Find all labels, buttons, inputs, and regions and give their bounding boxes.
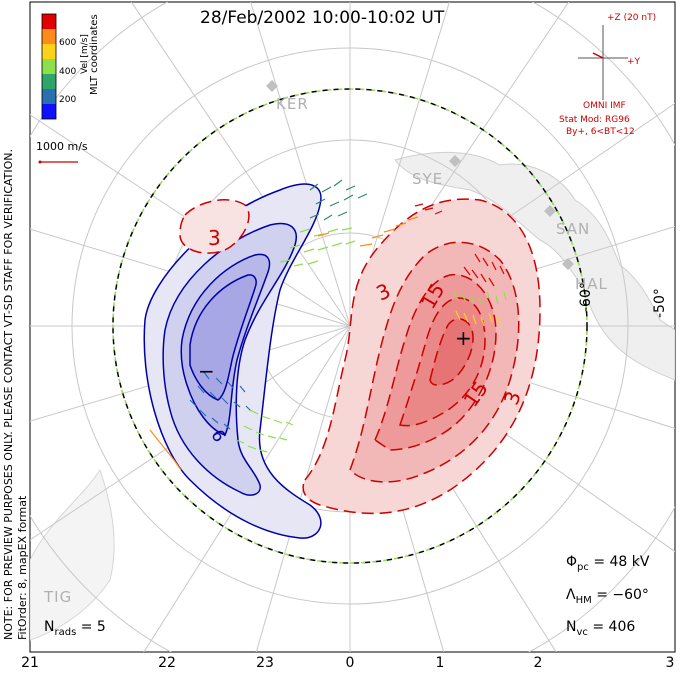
hm-boundary-fit [112,88,588,564]
coastline-west [30,468,115,641]
coordinates-label: MLT coordinates [89,14,100,95]
mlt-tick: 1 [435,655,445,671]
potential-max-marker: + [455,326,472,350]
hm-latitude: ΛHM = −60° [566,587,649,606]
mlt-tick: 21 [21,655,39,671]
preview-note: NOTE: FOR PREVIEW PURPOSES ONLY. PLEASE … [2,148,15,640]
imf-clock [578,25,628,100]
fit-order: FitOrder: 8, mapEX format [16,495,29,640]
potential-min-marker: − [198,359,215,383]
cross-polar-potential: Φpc = 48 kV [566,554,650,573]
contour-label: 3 [208,226,221,250]
positive-potential-cell [179,198,541,515]
reference-vector-label: 1000 m/s [36,140,88,153]
colorbar-tick-200: 200 [59,95,77,105]
latitude-label-50: -50° [652,288,668,318]
vector-count: Nvc = 406 [566,619,636,638]
velocity-vectors [149,179,507,471]
colorbar-tick-400: 400 [59,67,77,77]
imf-model: Stat Mod: RG96 [559,115,630,125]
mlt-tick: 23 [256,655,274,671]
mlt-tick: 0 [345,655,355,671]
reference-vector [38,160,78,164]
coastline [394,151,675,381]
station-hal: HAL [575,275,608,293]
negative-potential-cell [143,183,322,539]
station-ker: KER [276,95,309,113]
imf-z-label: +Z (20 nT) [607,13,657,23]
station-tig: TIG [44,588,73,606]
mlt-tick: 2 [533,655,543,671]
colorbar-tick-600: 600 [59,38,77,48]
station-markers [266,80,574,270]
mlt-tick: 3 [665,655,675,671]
colorbar [41,13,57,120]
latitude-label-60: -60° [578,282,594,312]
mlt-tick: 22 [158,655,176,671]
radar-count: Nrads = 5 [44,619,106,638]
station-san: SAN [556,220,591,238]
imf-y-label: +Y [627,57,641,67]
map-title: 28/Feb/2002 10:00-10:02 UT [200,8,445,28]
station-sye: SYE [412,170,444,188]
imf-source: OMNI IMF [583,101,626,111]
imf-condition: By+, 6<BT<12 [566,127,635,137]
